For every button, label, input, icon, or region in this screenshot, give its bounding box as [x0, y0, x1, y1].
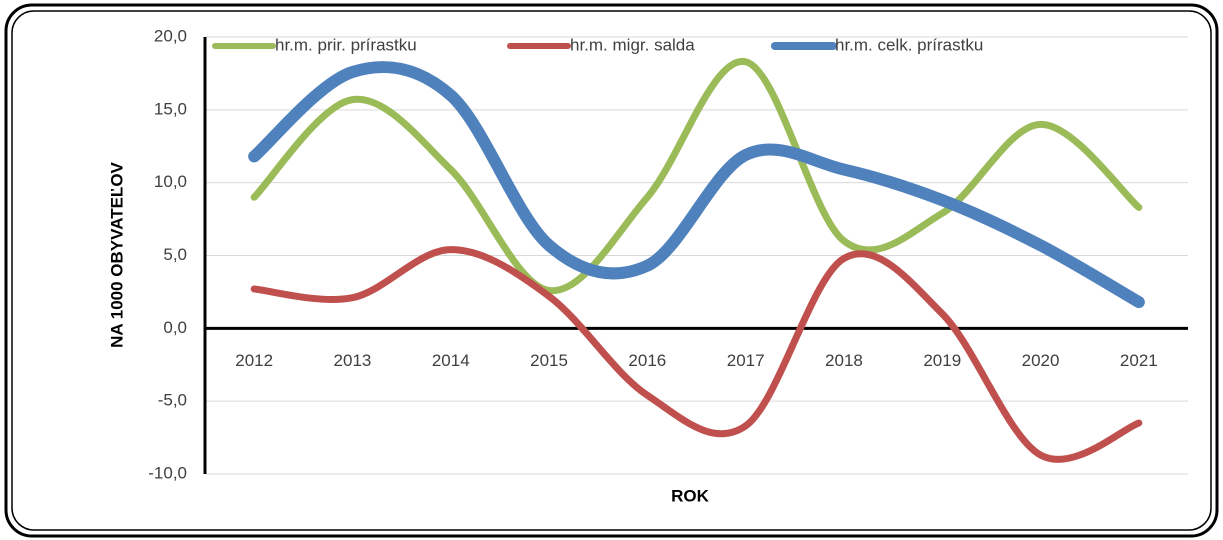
- series-line: [250, 246, 1143, 463]
- x-axis-title: ROK: [671, 486, 710, 505]
- legend-label: hr.m. celk. prírastku: [835, 35, 983, 54]
- y-tick-label: 20,0: [154, 26, 187, 45]
- x-tick-label: 2021: [1120, 351, 1158, 370]
- x-tick-label: 2014: [432, 351, 470, 370]
- series-line: [250, 58, 1143, 294]
- frame-inner: [11, 10, 1212, 531]
- x-tick-label: 2013: [334, 351, 372, 370]
- x-tick-label: 2017: [727, 351, 765, 370]
- legend-label: hr.m. migr. salda: [570, 35, 695, 54]
- y-tick-label: 0,0: [163, 318, 187, 337]
- series-line: [248, 61, 1145, 309]
- y-tick-label: -5,0: [158, 391, 187, 410]
- frame-outer: [4, 3, 1219, 538]
- x-tick-label: 2016: [628, 351, 666, 370]
- x-tick-label: 2012: [235, 351, 273, 370]
- x-tick-label: 2018: [825, 351, 863, 370]
- y-axis-title: NA 1000 OBYVATEĽOV: [107, 161, 126, 347]
- legend-label: hr.m. prir. prírastku: [275, 35, 417, 54]
- y-tick-label: 15,0: [154, 99, 187, 118]
- y-tick-label: 5,0: [163, 245, 187, 264]
- x-tick-label: 2015: [530, 351, 568, 370]
- x-tick-label: 2020: [1022, 351, 1060, 370]
- y-tick-label: 10,0: [154, 172, 187, 191]
- x-tick-label: 2019: [923, 351, 961, 370]
- y-tick-label: -10,0: [148, 463, 187, 482]
